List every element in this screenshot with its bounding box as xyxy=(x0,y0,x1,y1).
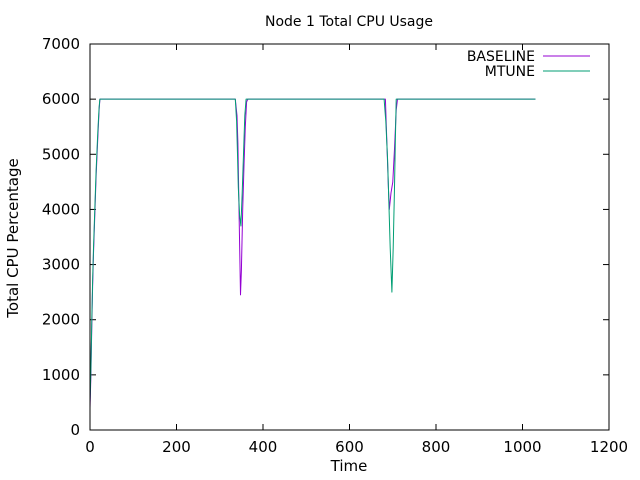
y-tick-label: 2000 xyxy=(42,311,80,329)
x-tick-label: 400 xyxy=(249,438,278,456)
x-tick-label: 600 xyxy=(335,438,364,456)
x-tick-label: 0 xyxy=(85,438,95,456)
y-tick-label: 5000 xyxy=(42,145,80,163)
series-line-mtune xyxy=(89,98,536,403)
y-tick-label: 1000 xyxy=(42,366,80,384)
legend-label-baseline: BASELINE xyxy=(467,49,535,65)
axis-ticks: 0 200 400 600 800 1000 1200 0 1000 2000 3000 4000 50… xyxy=(42,35,628,456)
plot-frame xyxy=(89,43,610,431)
y-tick-label: 4000 xyxy=(42,200,80,218)
series-line-baseline xyxy=(89,98,536,408)
y-tick-label: 0 xyxy=(70,421,80,439)
y-tick-label: 3000 xyxy=(42,256,80,274)
plot-series xyxy=(89,98,536,408)
x-tick-label: 1200 xyxy=(590,438,628,456)
y-tick-label: 7000 xyxy=(42,35,80,53)
x-tick-label: 800 xyxy=(422,438,451,456)
x-tick-label: 1000 xyxy=(503,438,541,456)
y-axis-title: Total CPU Percentage xyxy=(4,158,22,318)
legend-label-mtune: MTUNE xyxy=(485,64,535,80)
x-tick-label: 200 xyxy=(162,438,191,456)
chart-title: Node 1 Total CPU Usage xyxy=(265,14,433,30)
x-axis-title: Time xyxy=(330,457,368,475)
y-tick-label: 6000 xyxy=(42,90,80,108)
